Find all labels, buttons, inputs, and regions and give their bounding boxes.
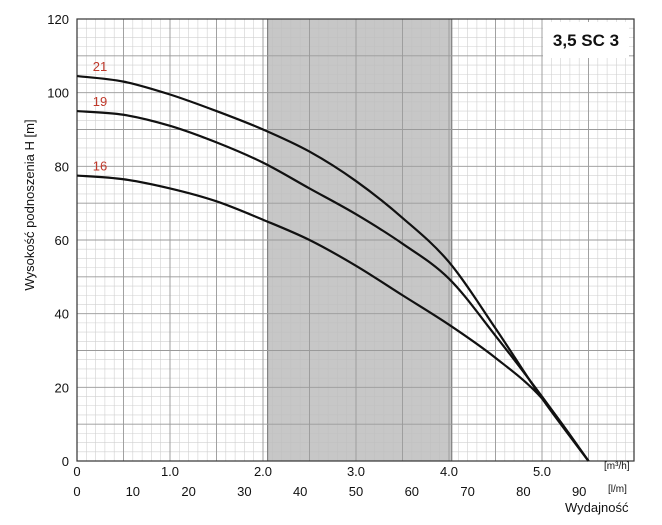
model-box	[543, 22, 629, 58]
x-tick-label-lm: 60	[405, 484, 419, 499]
x-axis-title: Wydajność	[565, 500, 629, 515]
x-tick-label-lm: 10	[126, 484, 140, 499]
y-tick-label: 60	[55, 233, 69, 248]
x-tick-labels-lm: 0 10 20 30 40 50 60 70 80 90	[73, 484, 586, 499]
x-tick-label-m3h: 1.0	[161, 464, 179, 479]
plot-frame	[76, 18, 635, 462]
y-tick-labels: 0 20 40 60 80 100 120	[47, 12, 69, 469]
curve-label-16: 16	[93, 159, 107, 174]
x-tick-labels-m3h: 0 1.0 2.0 3.0 4.0 5.0	[73, 464, 551, 479]
x-tick-label-lm: 70	[460, 484, 474, 499]
x-tick-label-m3h: 5.0	[533, 464, 551, 479]
x-tick-label-m3h: 3.0	[347, 464, 365, 479]
x-tick-label-lm: 40	[293, 484, 307, 499]
x-unit-lm: [l/m]	[608, 484, 627, 495]
x-tick-label-lm: 0	[73, 484, 80, 499]
y-tick-label: 100	[47, 86, 69, 101]
curve-16	[76, 174, 590, 462]
y-tick-label: 0	[62, 454, 69, 469]
curve-label-19: 19	[93, 94, 107, 109]
x-tick-label-lm: 20	[181, 484, 195, 499]
x-tick-label-lm: 90	[572, 484, 586, 499]
curves: 21 19 16	[76, 59, 590, 462]
chart-title: 3,5 SC 3	[553, 31, 619, 50]
curve-label-21: 21	[93, 59, 107, 74]
x-unit-m3h: [m³/h]	[604, 461, 630, 472]
y-tick-label: 80	[55, 159, 69, 174]
curve-19	[76, 109, 590, 462]
x-tick-label-lm: 80	[516, 484, 530, 499]
x-tick-label-m3h: 4.0	[440, 464, 458, 479]
x-tick-label-lm: 50	[349, 484, 363, 499]
y-tick-label: 20	[55, 380, 69, 395]
y-tick-label: 40	[55, 307, 69, 322]
x-tick-label-m3h: 2.0	[254, 464, 272, 479]
curve-21	[76, 74, 590, 462]
y-tick-label: 120	[47, 12, 69, 27]
x-tick-label-m3h: 0	[73, 464, 80, 479]
y-axis-title: Wysokość podnoszenia H [m]	[22, 119, 37, 290]
x-tick-label-lm: 30	[237, 484, 251, 499]
